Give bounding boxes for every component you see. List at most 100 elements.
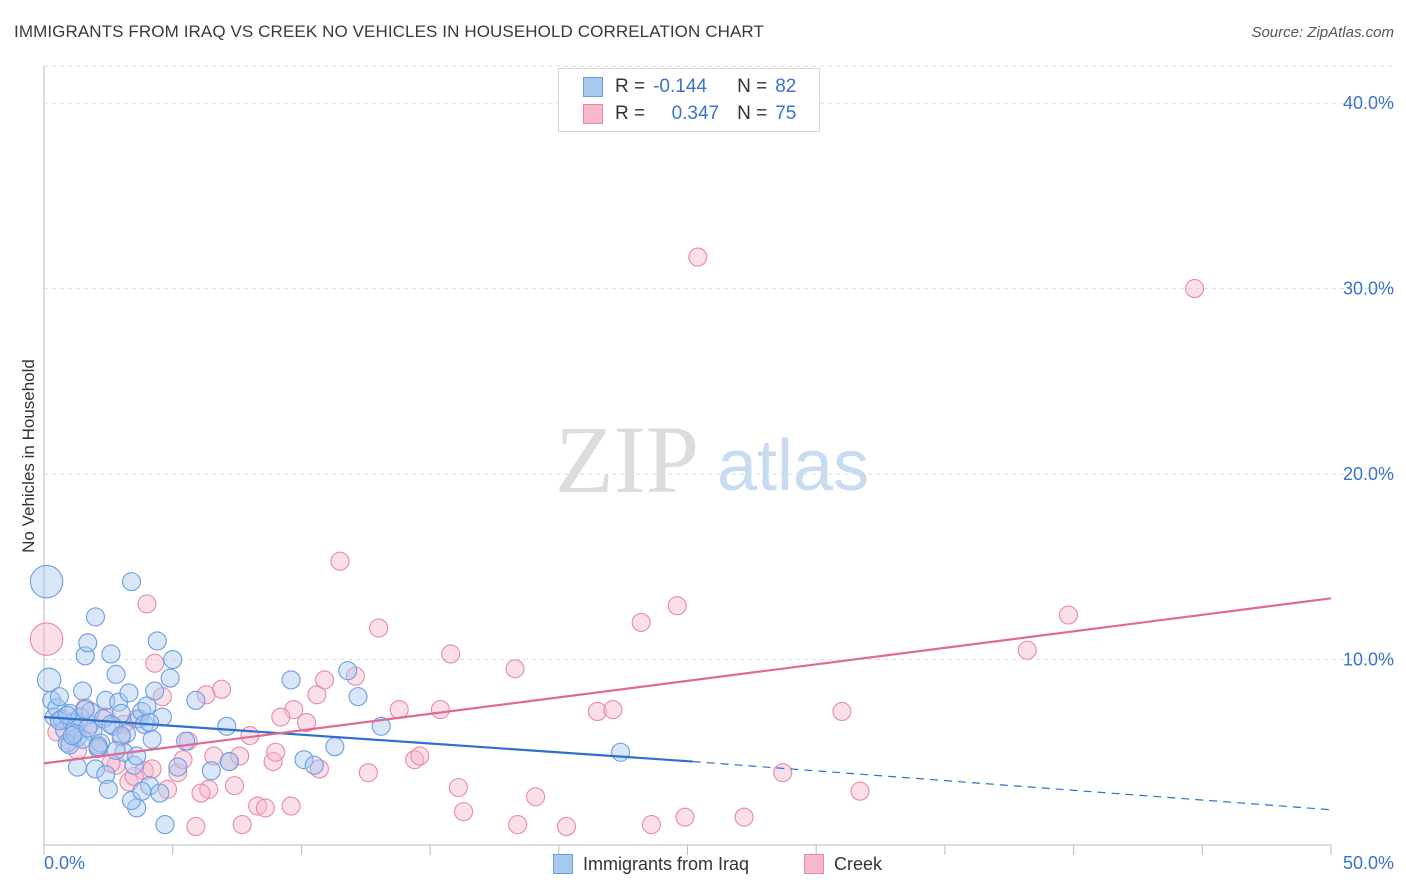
iraq-point — [29, 564, 64, 599]
creek-point — [307, 685, 327, 705]
y-tick-label: 20.0% — [1343, 464, 1394, 484]
iraq-point — [145, 681, 165, 701]
trend-lines — [43, 597, 1332, 811]
iraq-point — [96, 764, 116, 785]
source-label: Source: ZipAtlas.com — [1251, 24, 1394, 41]
iraq-point — [338, 661, 358, 681]
legend-row-creek: R = 0.347 N = 75 — [583, 101, 796, 127]
creek-point — [526, 787, 546, 807]
iraq-point — [147, 631, 167, 651]
creek-point — [281, 796, 301, 816]
tick-labels: 10.0% 20.0% 30.0% 40.0% 0.0% 50.0% — [44, 93, 1394, 873]
iraq-point — [49, 687, 69, 707]
iraq-point — [137, 696, 157, 716]
creek-point — [410, 746, 430, 766]
x-tick-label: 0.0% — [44, 853, 85, 873]
creek-point — [1185, 279, 1205, 299]
legend-n-value: 75 — [775, 103, 797, 124]
chart-title: IMMIGRANTS FROM IRAQ VS CREEK NO VEHICLE… — [14, 22, 764, 41]
series-immigrants-from-iraq — [29, 564, 631, 835]
creek-point — [232, 815, 252, 835]
creek-point — [271, 707, 291, 727]
iraq-point — [73, 729, 93, 749]
creek-point — [248, 796, 268, 816]
creek-point — [145, 653, 165, 673]
iraq-point — [142, 729, 162, 749]
iraq-point — [325, 737, 345, 757]
creek-point — [358, 763, 378, 783]
legend-n-label: N = — [737, 76, 768, 97]
iraq-point — [121, 572, 142, 592]
iraq-point — [281, 670, 301, 690]
creek-point — [631, 612, 651, 632]
creek-point — [773, 763, 793, 783]
creek-point — [448, 777, 468, 798]
y-tick-label: 30.0% — [1343, 279, 1394, 299]
iraq-point — [106, 740, 126, 760]
legend-r-value: -0.144 — [653, 76, 707, 97]
creek-point — [508, 815, 528, 835]
bottom-legend-swatch-iraq — [553, 854, 573, 874]
axes — [43, 66, 1332, 855]
iraq-point — [163, 649, 183, 670]
iraq-point — [119, 683, 139, 703]
creek-point — [124, 766, 144, 786]
watermark-zip: ZIP — [555, 406, 699, 513]
iraq-point — [168, 757, 188, 777]
legend-n-label: N = — [737, 103, 768, 124]
creek-point — [505, 659, 525, 679]
iraq-point — [611, 742, 631, 762]
iraq-point — [132, 781, 152, 801]
legend-n-value: 82 — [775, 76, 797, 97]
trend-line-iraq-extrapolated — [692, 760, 1332, 811]
iraq-point — [85, 759, 106, 779]
trend-line-creek — [43, 597, 1332, 765]
iraq-point — [101, 644, 121, 664]
iraq-point — [201, 761, 221, 781]
creek-point — [641, 815, 662, 835]
creek-point — [734, 807, 754, 827]
y-tick-label: 40.0% — [1343, 93, 1394, 113]
iraq-point — [150, 783, 170, 803]
creek-point — [667, 596, 687, 616]
iraq-point — [176, 731, 196, 751]
creek-point — [850, 781, 870, 801]
creek-point — [688, 247, 708, 267]
legend-r-value: 0.347 — [671, 103, 720, 124]
iraq-point — [155, 815, 175, 835]
trend-line-iraq — [43, 715, 693, 763]
creek-point — [266, 742, 286, 762]
legend: R = -0.144 N = 82 R = 0.347 N = 75 — [558, 68, 820, 132]
creek-point — [186, 816, 206, 837]
iraq-point — [57, 705, 77, 725]
iraq-point — [160, 668, 180, 688]
iraq-point — [304, 755, 324, 775]
creek-point — [315, 670, 335, 690]
creek-point — [230, 746, 250, 766]
iraq-point — [139, 713, 160, 733]
bottom-legend-label-creek: Creek — [834, 853, 883, 874]
iraq-point — [98, 779, 118, 799]
iraq-point — [88, 737, 108, 757]
legend-row-iraq: R = -0.144 N = 82 — [583, 74, 796, 100]
legend-r-label: R = — [615, 103, 646, 124]
creek-point — [142, 759, 162, 779]
x-tick-label: 50.0% — [1343, 853, 1394, 873]
watermark-atlas: atlas — [717, 426, 869, 506]
iraq-point — [219, 751, 239, 772]
legend-swatch-creek — [583, 104, 603, 124]
creek-point — [137, 594, 157, 614]
iraq-point — [111, 726, 131, 746]
iraq-point — [348, 687, 368, 707]
creek-point — [832, 701, 852, 722]
creek-point — [224, 776, 245, 796]
iraq-point — [73, 681, 93, 701]
creek-point — [191, 783, 211, 803]
iraq-point — [62, 726, 82, 746]
bottom-legend-iraq: Immigrants from Iraq — [553, 852, 749, 876]
gridlines — [44, 65, 1394, 661]
creek-point — [389, 700, 409, 720]
creek-point — [29, 622, 64, 656]
watermark: ZIP atlas — [555, 406, 869, 513]
